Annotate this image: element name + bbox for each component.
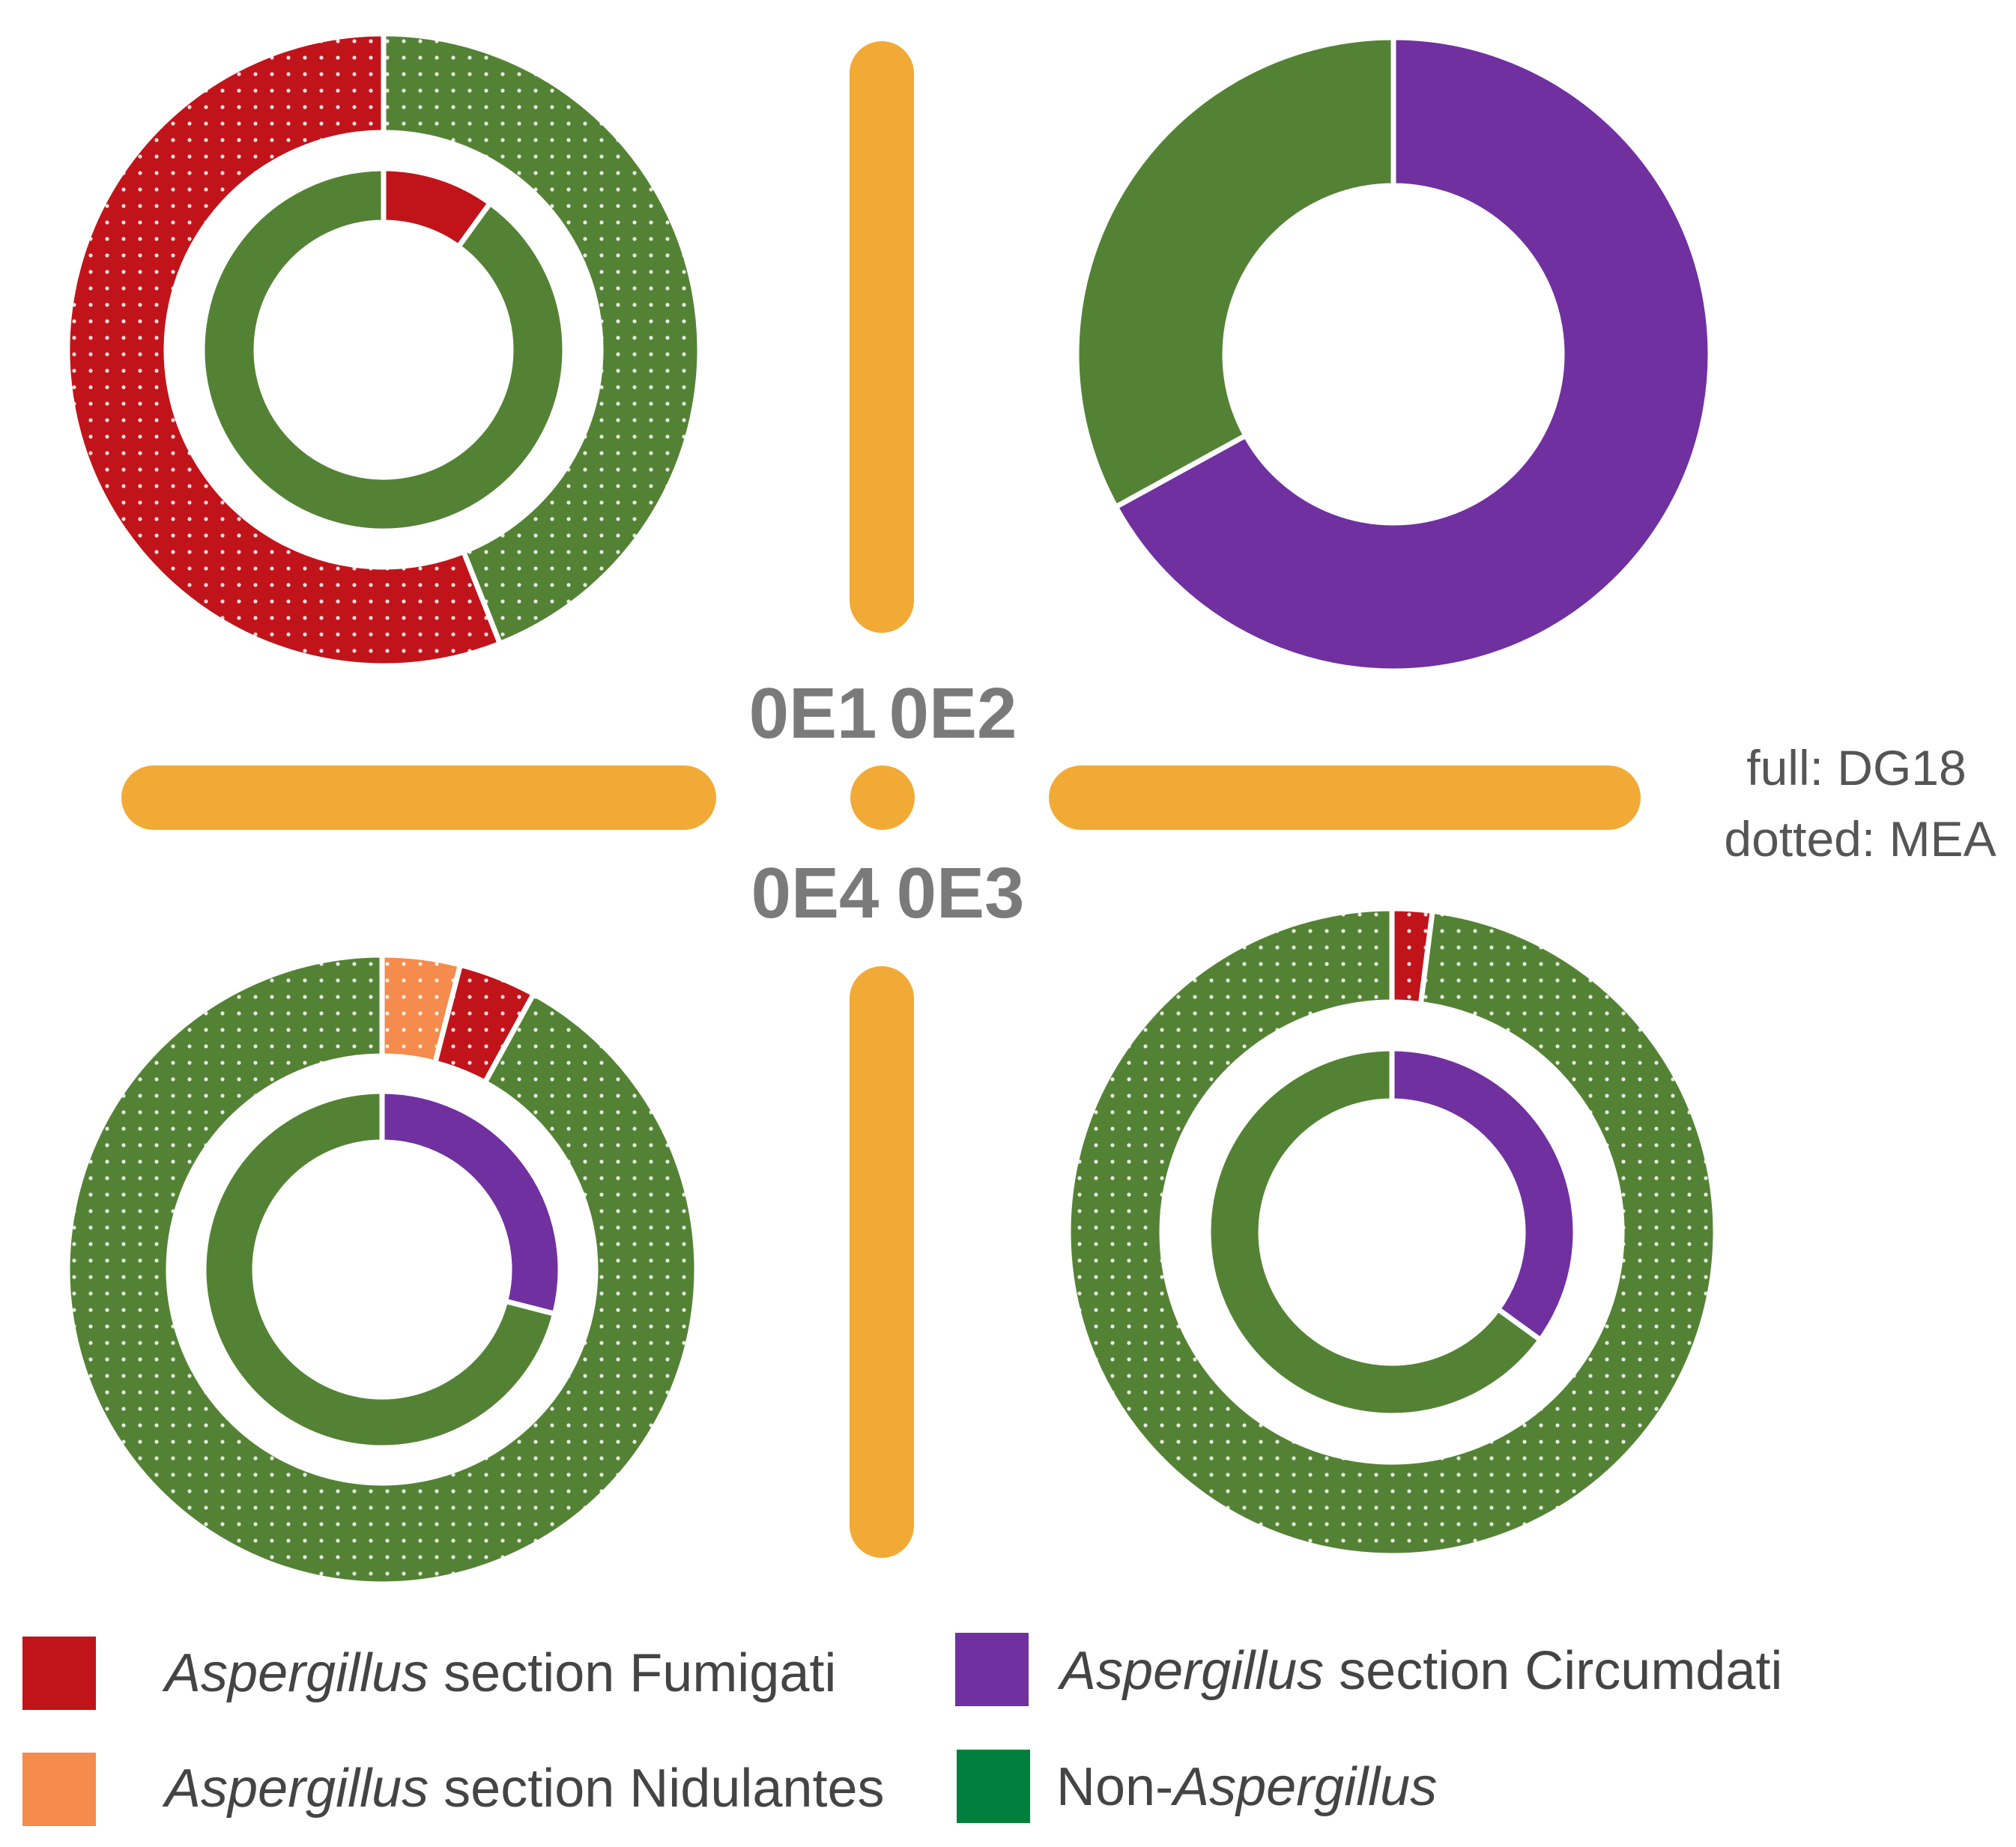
donut-chart-0e3 xyxy=(1065,906,1719,1559)
road-west xyxy=(121,765,716,830)
donut-slice-0e2-dg18-circumdati xyxy=(1112,34,1713,674)
donut-slice-dots-0e3-mea-non-aspergillus xyxy=(1071,911,1713,1553)
donut-slice-0e3-dg18-non-aspergillus xyxy=(1205,1046,1545,1419)
site-label-0e4: 0E4 xyxy=(751,853,880,933)
legend-swatch-fumigati xyxy=(22,1637,96,1710)
donut-slice-dots-0e3-mea-fumigati xyxy=(1393,911,1430,1002)
legend-label-circumdati: Aspergillus section Circumdati xyxy=(1057,1641,1782,1701)
site-label-0e2: 0E2 xyxy=(889,673,1017,753)
legend-label-fumigati: Aspergillus section Fumigati xyxy=(162,1643,836,1703)
site-label-0e3: 0E3 xyxy=(897,853,1025,933)
legend-label-non-aspergillus: Non-Aspergillus xyxy=(1056,1757,1437,1817)
donut-slice-0e3-dg18-circumdati xyxy=(1389,1046,1578,1344)
road-south xyxy=(850,966,914,1558)
donut-slice-0e4-dg18-non-aspergillus xyxy=(201,1088,558,1451)
donut-chart-0e2 xyxy=(1074,34,1713,674)
donut-slice-0e2-dg18-non-aspergillus xyxy=(1074,34,1396,511)
legend-swatch-circumdati xyxy=(955,1633,1029,1706)
road-east xyxy=(1049,765,1641,830)
donut-slice-0e4-dg18-circumdati xyxy=(379,1088,563,1317)
road-north xyxy=(850,41,914,633)
medium-note-full: full: DG18 xyxy=(1746,740,1966,795)
donut-chart-0e1 xyxy=(64,31,703,669)
crossroads-map xyxy=(121,41,1641,1558)
donut-slice-dots-0e1-mea-non-aspergillus xyxy=(385,36,698,641)
legend: Aspergillus section Fumigati Aspergillus… xyxy=(22,1633,1782,1826)
legend-swatch-non-aspergillus xyxy=(957,1750,1030,1823)
legend-swatch-nidulantes xyxy=(22,1753,96,1826)
donut-slice-0e3-mea-non-aspergillus xyxy=(1065,906,1719,1559)
legend-label-nidulantes: Aspergillus section Nidulantes xyxy=(162,1759,885,1819)
donut-slice-dots-0e4-mea-nidulantes xyxy=(384,957,458,1061)
donut-slice-dots-0e1-mea-fumigati xyxy=(70,36,497,664)
donut-slice-0e1-dg18-non-aspergillus xyxy=(199,166,568,534)
donut-slice-dots-0e4-mea-fumigati xyxy=(437,967,531,1080)
donut-chart-0e4 xyxy=(64,952,700,1587)
road-center-dot xyxy=(850,765,915,830)
donut-slice-dots-0e4-mea-non-aspergillus xyxy=(70,957,695,1582)
site-label-0e1: 0E1 xyxy=(749,673,877,753)
medium-note-dotted: dotted: MEA xyxy=(1724,811,1996,867)
